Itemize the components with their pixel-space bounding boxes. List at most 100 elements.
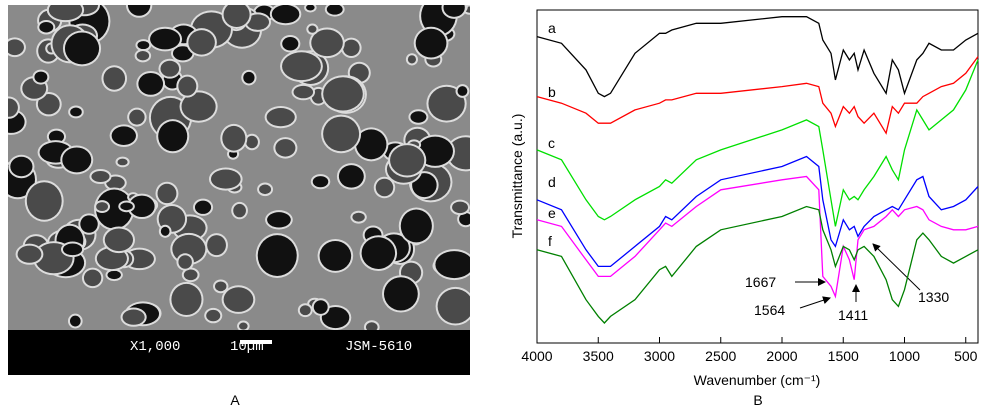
pore [355, 129, 387, 160]
x-tick-label: 2000 [766, 348, 797, 364]
spectrum-line [536, 205, 979, 324]
annotation: 1667 [745, 274, 776, 290]
pore [271, 5, 300, 24]
pore [26, 182, 62, 220]
pore [207, 235, 226, 256]
pore [308, 25, 317, 33]
pore [321, 306, 350, 329]
pore [313, 300, 328, 314]
magnification: X1,000 [130, 339, 180, 355]
pore [452, 201, 469, 214]
pore [120, 202, 133, 211]
instrument: JSM-5610 [345, 339, 412, 355]
pore [178, 255, 192, 269]
pore [8, 39, 24, 56]
x-tick-label: 4000 [521, 348, 552, 364]
pore [342, 39, 360, 57]
pore [375, 178, 394, 197]
pore [407, 55, 416, 64]
pore [437, 288, 470, 324]
pore [171, 283, 202, 316]
pore [415, 28, 447, 58]
series-label: e [548, 205, 556, 221]
x-tick-label: 1000 [889, 348, 920, 364]
pore [96, 202, 109, 212]
pore [443, 5, 465, 17]
spectrum-line [536, 175, 979, 299]
pore [91, 170, 110, 183]
spectrum-line [536, 155, 979, 268]
pore [96, 247, 127, 270]
pore [282, 36, 299, 51]
series-label: d [548, 174, 556, 190]
pore [210, 169, 241, 189]
pore [223, 5, 250, 27]
pore [181, 92, 216, 121]
pore [282, 52, 321, 81]
pore [183, 269, 198, 281]
pore [306, 5, 315, 11]
pore [64, 32, 100, 65]
pore [312, 176, 329, 188]
pore [129, 195, 155, 218]
pore [323, 116, 360, 152]
pore [69, 315, 81, 327]
pore [194, 200, 212, 214]
pore [62, 243, 83, 256]
pore [188, 30, 215, 55]
pore [137, 41, 150, 50]
pore [157, 183, 177, 204]
pore [326, 5, 343, 15]
pore [338, 165, 364, 188]
pore [293, 85, 314, 99]
pore [160, 226, 170, 236]
panel-label: A [230, 392, 240, 408]
pore [259, 184, 272, 195]
pore [266, 108, 295, 127]
pore [390, 145, 425, 176]
pore [275, 139, 296, 157]
pore [129, 109, 145, 125]
pore [299, 305, 311, 316]
pore [410, 111, 427, 123]
annotation: 1411 [838, 307, 868, 323]
x-tick-label: 500 [954, 348, 978, 364]
pore [267, 212, 291, 228]
x-tick-label: 3000 [644, 348, 675, 364]
pore [172, 46, 193, 61]
spectrum-line [536, 56, 979, 135]
series-label: a [548, 20, 556, 36]
pore [37, 93, 60, 115]
pore [96, 189, 133, 229]
pore [122, 309, 145, 325]
pore [111, 126, 136, 145]
series-label: c [548, 135, 555, 151]
pore [239, 322, 248, 330]
series-label: b [548, 84, 556, 100]
pore [70, 107, 82, 117]
pore [103, 67, 126, 90]
x-tick-label: 3500 [583, 348, 614, 364]
pore [246, 135, 258, 149]
sem-image: X1,000 10µm JSM-5610 [8, 5, 470, 375]
pore [223, 287, 254, 312]
y-axis-title: Transmittance (a.u.) [509, 114, 525, 239]
pore [435, 251, 470, 279]
pore [257, 235, 297, 276]
pore [106, 176, 125, 190]
pore [417, 136, 453, 166]
pore [104, 228, 134, 252]
pore [400, 209, 432, 243]
pore [246, 14, 270, 30]
pore [352, 212, 365, 222]
pore [222, 125, 246, 151]
pore [8, 98, 18, 117]
pore [83, 269, 102, 287]
pore [39, 21, 54, 33]
pore [48, 5, 83, 21]
pore [62, 147, 92, 173]
spectrum-line [536, 59, 979, 227]
pore [243, 71, 255, 84]
plot-frame [536, 9, 979, 344]
pore [107, 270, 121, 280]
